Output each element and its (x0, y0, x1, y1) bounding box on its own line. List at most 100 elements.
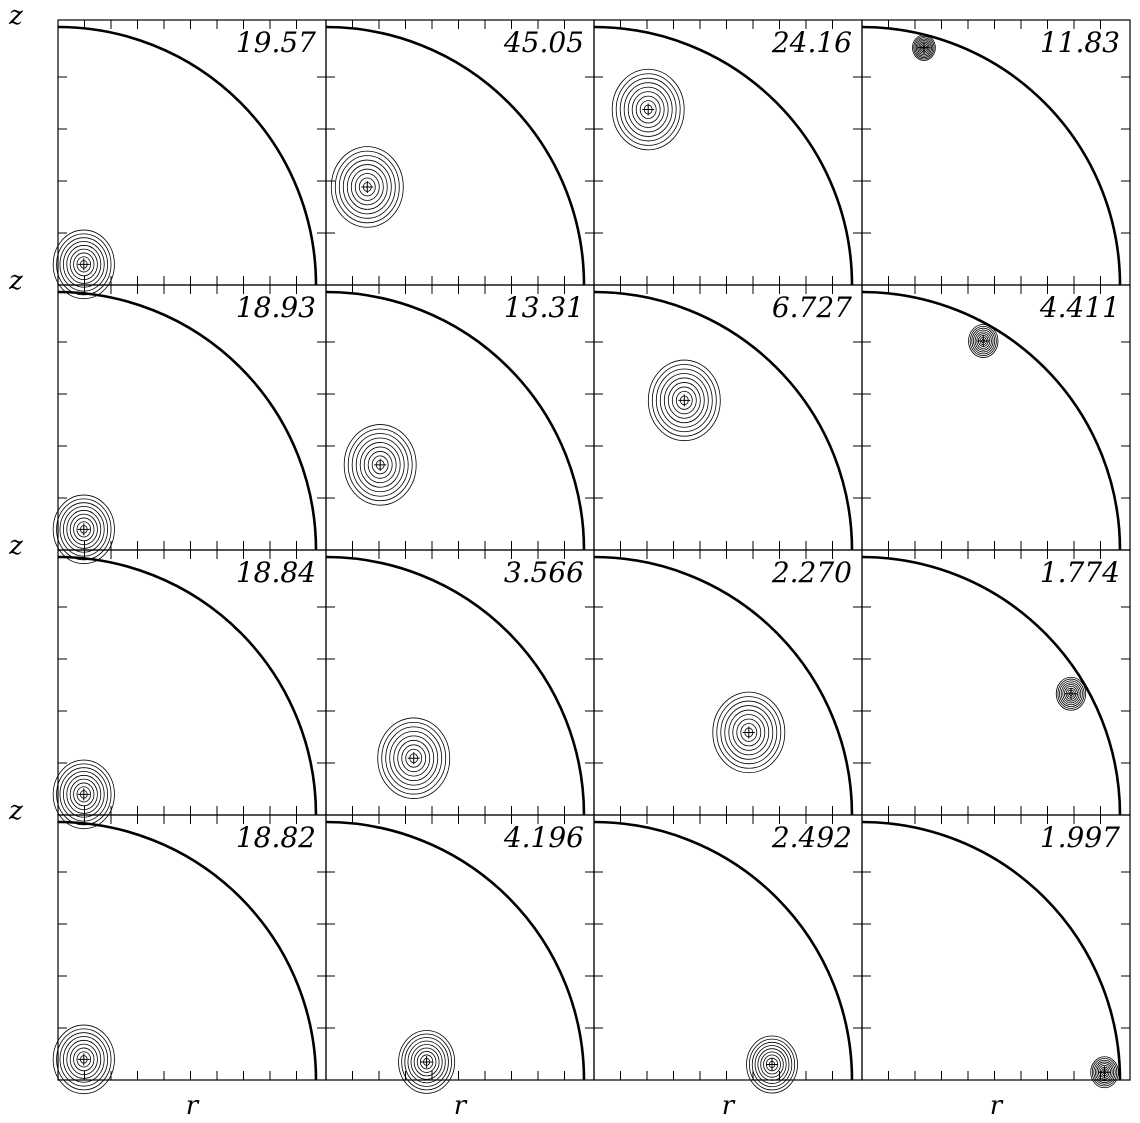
contour-level (62, 1036, 105, 1083)
peak-marker (77, 523, 90, 536)
contour-level (663, 377, 705, 424)
peak-marker (77, 788, 90, 801)
contour-level (419, 1054, 434, 1070)
peak-marker (1064, 687, 1077, 700)
contour-level (973, 329, 994, 353)
panel-ticks (326, 20, 594, 285)
boundary-arc (861, 555, 1122, 816)
r-axis-label: r (454, 1091, 468, 1121)
contour-level (1064, 685, 1078, 702)
panel-value-label: 45.05 (503, 26, 584, 59)
panel-ticks (862, 20, 1130, 285)
z-axis-label: z (8, 796, 23, 826)
contour-level (59, 1032, 109, 1087)
contour-level (659, 373, 709, 428)
contour-level (363, 446, 397, 484)
panel-value-label: 6.727 (772, 291, 852, 324)
panel-value-label: 13.31 (504, 291, 584, 324)
panel-frame (57, 19, 327, 286)
contour-level (76, 1051, 92, 1068)
panel-ticks (58, 285, 326, 550)
contour-level (398, 1030, 456, 1094)
panel-frame (593, 19, 863, 286)
panel-value-label: 2.492 (771, 821, 852, 854)
contour-level (623, 82, 673, 137)
contour-level (358, 177, 376, 197)
contour-level (404, 1037, 449, 1087)
z-axis-label: z (8, 531, 23, 561)
panel-ticks (862, 285, 1130, 550)
contour-level (76, 786, 92, 803)
peak-marker (917, 41, 930, 54)
boundary-arc (325, 25, 586, 286)
peak-marker (766, 1058, 779, 1071)
contour-panel: 19.57 (52, 19, 327, 300)
contour-panel: 18.93 (52, 284, 327, 565)
panel-ticks (594, 285, 862, 550)
contour-level (62, 506, 105, 553)
contour-level (971, 327, 996, 355)
contour-level (76, 521, 92, 538)
contour-level (413, 1047, 440, 1077)
panel-ticks (862, 815, 1130, 1080)
contour-level (73, 1047, 95, 1072)
contour-level (915, 38, 932, 57)
contour-level (401, 744, 427, 773)
contour-level (377, 717, 451, 799)
contour-level (367, 451, 393, 479)
peak-marker (742, 726, 755, 739)
contour-level (914, 37, 934, 58)
contour-level (635, 95, 661, 124)
contour-level (343, 424, 417, 506)
peak-marker (77, 1053, 90, 1066)
contour-level (917, 40, 931, 56)
contour-level (389, 730, 439, 786)
contour-level (385, 726, 443, 791)
panel-ticks (594, 20, 862, 285)
panel-frame (57, 814, 327, 1081)
panel-frame (861, 814, 1131, 1081)
contour-level (52, 1024, 115, 1095)
panel-frame (593, 284, 863, 551)
contour-level (401, 1033, 452, 1091)
panel-value-label: 1.997 (1040, 821, 1120, 854)
contour-level (69, 1043, 98, 1076)
contour-level (52, 229, 115, 300)
boundary-arc (861, 290, 1122, 551)
contour-level (338, 155, 396, 219)
z-axis-label: z (8, 1, 23, 31)
contour-level (52, 759, 115, 830)
contour-level (56, 233, 112, 296)
contour-panel: 6.727 (593, 284, 863, 551)
contour-level (1091, 1058, 1118, 1087)
contour-level (667, 382, 701, 419)
contour-level (59, 767, 109, 822)
boundary-arc (325, 290, 586, 551)
r-axis-label: r (186, 1091, 200, 1121)
panel-ticks (58, 815, 326, 1080)
contour-level (760, 1051, 784, 1078)
boundary-arc (325, 820, 586, 1081)
peak-marker (1098, 1066, 1111, 1079)
boundary-arc (325, 555, 586, 816)
contour-level (410, 1044, 443, 1080)
contour-level (736, 718, 762, 747)
contour-level (746, 1035, 798, 1094)
boundary-arc (861, 25, 1122, 286)
contour-level (56, 763, 112, 826)
contour-level (56, 1028, 112, 1091)
contour-level (974, 331, 992, 351)
contour-level (66, 509, 102, 549)
contour-level (968, 324, 999, 358)
boundary-arc (593, 820, 854, 1081)
panel-frame (325, 549, 595, 816)
contour-level (346, 164, 388, 210)
contour-level (359, 442, 401, 488)
panel-ticks (326, 550, 594, 815)
peak-marker (642, 103, 655, 116)
contour-level (655, 368, 713, 433)
boundary-arc (593, 25, 854, 286)
contour-level (73, 517, 95, 542)
contour-level (712, 691, 786, 774)
